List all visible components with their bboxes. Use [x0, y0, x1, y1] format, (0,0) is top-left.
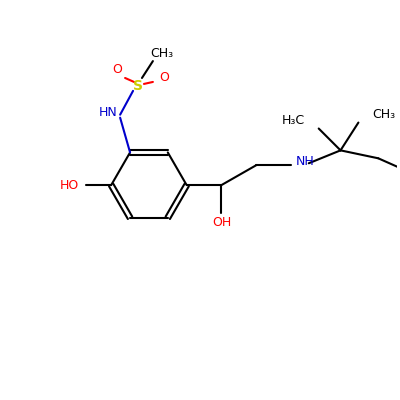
Text: OH: OH [212, 216, 231, 229]
Text: O: O [159, 72, 169, 84]
Text: NH: NH [296, 155, 315, 168]
Text: S: S [133, 79, 143, 93]
Text: CH₃: CH₃ [372, 108, 396, 121]
Text: CH₃: CH₃ [150, 47, 173, 60]
Text: HO: HO [60, 179, 80, 192]
Text: O: O [112, 62, 122, 76]
Text: HN: HN [98, 106, 117, 119]
Text: H₃C: H₃C [282, 114, 305, 127]
